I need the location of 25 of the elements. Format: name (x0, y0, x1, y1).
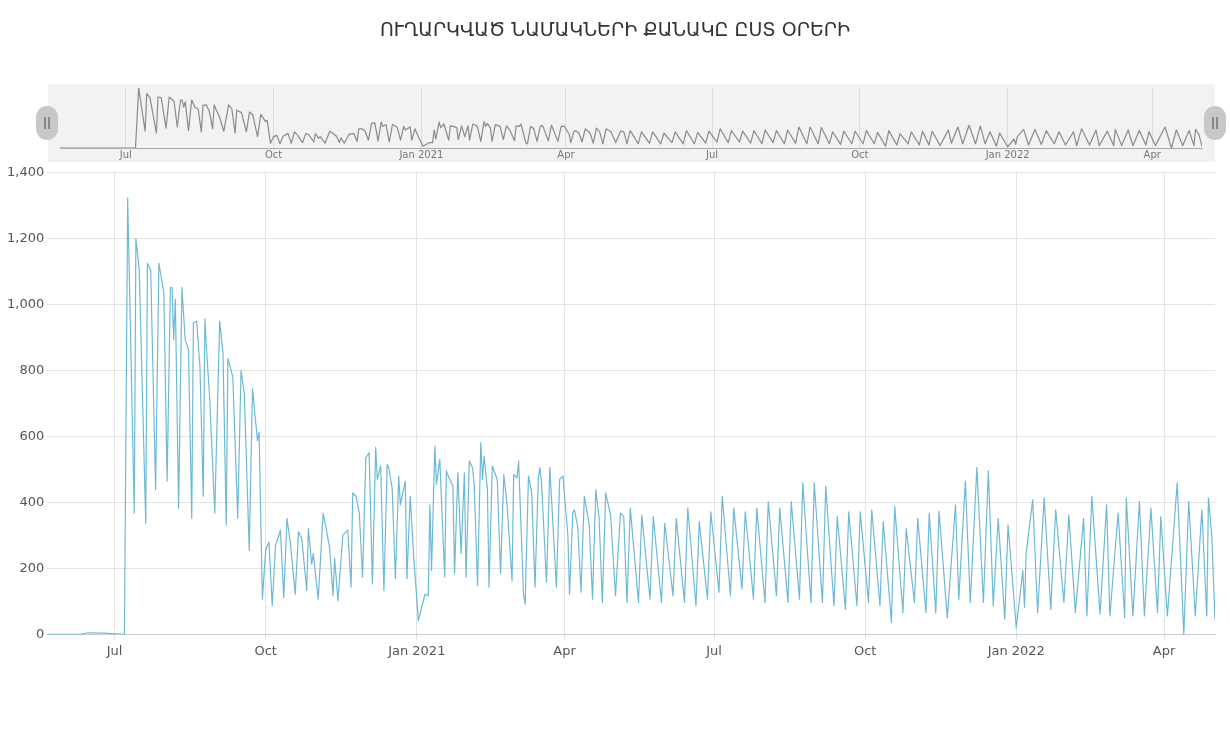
x-tick-label: Jan 2022 (986, 642, 1045, 658)
x-tick-label: Oct (264, 148, 283, 160)
x-tick-label: Jul (118, 148, 132, 160)
x-tick-label: Oct (851, 148, 869, 160)
x-tick-label: Apr (553, 642, 577, 658)
x-tick-label: Jan 2022 (984, 148, 1030, 160)
x-tick-label: Oct (254, 642, 277, 658)
x-tick-label: Jan 2021 (398, 148, 444, 160)
x-tick-label: Jul (705, 642, 722, 658)
y-tick-label: 800 (19, 362, 45, 377)
x-tick-label: Apr (557, 148, 576, 160)
x-tick-label: Oct (853, 642, 877, 658)
y-tick-label: 200 (19, 559, 45, 575)
y-tick-label: 1,200 (7, 230, 45, 246)
x-tick-label: Apr (1143, 148, 1162, 160)
x-tick-label: Jul (105, 642, 123, 658)
x-tick-label: Apr (1152, 642, 1176, 658)
chart-title: ՈՒՂԱՐԿՎԱԾ ՆԱՄԱԿՆԵՐԻ ՔԱՆԱԿԸ ԸՍՏ ՕՐԵՐԻ (378, 18, 852, 40)
x-tick-label: Jul (705, 148, 719, 160)
y-tick-label: 0 (35, 625, 45, 641)
y-tick-label: 600 (19, 427, 45, 443)
y-tick-label: 1,400 (7, 164, 45, 180)
y-tick-label: 1,000 (7, 296, 45, 312)
x-tick-label: Jan 2021 (387, 642, 446, 658)
y-tick-label: 400 (19, 493, 45, 509)
